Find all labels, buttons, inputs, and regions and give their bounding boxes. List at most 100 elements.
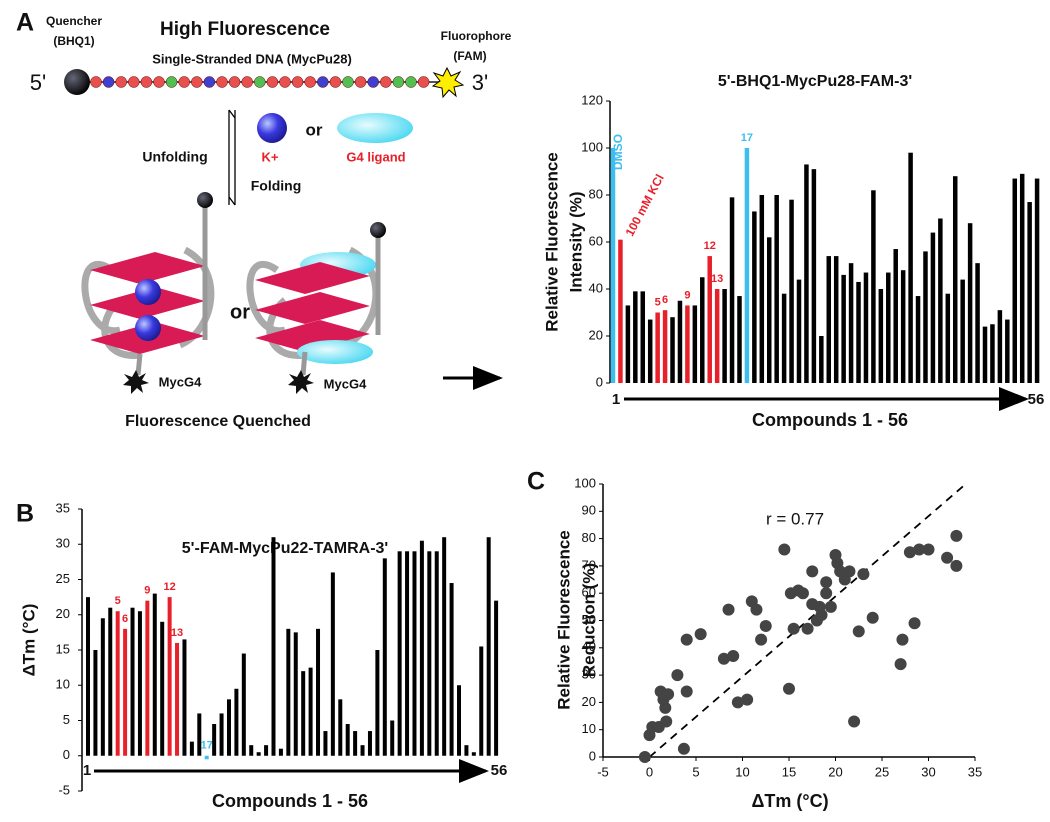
- strand-label: Single-Stranded DNA (MycPu28): [152, 51, 352, 66]
- bar: [655, 312, 660, 383]
- bar: [700, 277, 705, 383]
- point: [848, 715, 861, 728]
- x-start-label: 1: [83, 762, 91, 779]
- bar: [833, 256, 839, 383]
- bar: [115, 611, 120, 756]
- bar-label: 6: [122, 613, 128, 625]
- bead: [329, 76, 342, 88]
- bar: [286, 628, 291, 756]
- g4-structure: [81, 192, 215, 394]
- bar-label: 12: [163, 581, 175, 593]
- bead: [342, 76, 354, 88]
- point: [950, 559, 963, 572]
- x-axis-label: ΔTm (°C): [751, 791, 828, 811]
- y-tick-label: 30: [582, 667, 596, 682]
- bead: [405, 76, 417, 88]
- bead: [90, 76, 102, 88]
- bar: [796, 279, 802, 383]
- bar-label: 12: [704, 240, 716, 252]
- y-tick-label: 10: [582, 721, 596, 736]
- cation-label: K+: [262, 149, 279, 164]
- y-tick-label: 50: [582, 612, 596, 627]
- y-tick-label: 120: [581, 92, 603, 107]
- panel-label: B: [16, 500, 34, 528]
- bar-label: DMSO: [611, 134, 625, 170]
- point: [908, 617, 921, 630]
- y-tick-label: 5: [63, 712, 70, 727]
- bar: [249, 745, 254, 756]
- bar: [871, 190, 876, 383]
- bar: [323, 731, 328, 756]
- bar: [1012, 178, 1018, 383]
- fluorophore: [123, 370, 149, 394]
- point: [750, 603, 763, 616]
- bar: [722, 289, 727, 383]
- point: [857, 568, 870, 581]
- bar-label: 9: [684, 289, 690, 301]
- point: [727, 649, 740, 662]
- bar-label: 6: [662, 294, 668, 306]
- y-tick-label: 80: [582, 530, 596, 545]
- y-tick-label: 60: [582, 585, 596, 600]
- bar: [685, 305, 690, 383]
- bead: [102, 76, 115, 88]
- bar: [152, 593, 157, 756]
- bar: [219, 713, 224, 756]
- bead: [417, 76, 430, 88]
- bead: [191, 76, 203, 88]
- bar-label: 9: [144, 585, 150, 597]
- bar: [189, 741, 194, 756]
- bar: [915, 296, 921, 383]
- bar: [908, 152, 913, 383]
- bar: [752, 211, 757, 383]
- point: [677, 742, 690, 755]
- y-tick-label: 20: [589, 327, 603, 342]
- fluorophore: [431, 66, 465, 99]
- y-axis-label: Relative Fluorescence: [554, 530, 573, 710]
- x-tick-label: 20: [828, 764, 842, 779]
- quencher-label: Quencher: [46, 14, 102, 28]
- y-tick-label: 15: [56, 641, 70, 656]
- g-quartet: [90, 252, 205, 284]
- bar-label: 100 mM KCl: [623, 172, 667, 239]
- chart-title: 5'-FAM-MycPu22-TAMRA-3': [182, 540, 388, 557]
- bar: [204, 755, 209, 760]
- bar: [234, 688, 239, 756]
- bar: [145, 600, 150, 756]
- point: [659, 701, 672, 714]
- bar: [108, 607, 113, 756]
- bar: [625, 305, 631, 383]
- g-quartet: [255, 292, 370, 324]
- bar: [271, 537, 276, 756]
- bar: [893, 249, 898, 383]
- point: [638, 751, 651, 763]
- y-axis-label: Reduction (%): [579, 563, 598, 677]
- bar: [241, 653, 246, 756]
- bar: [442, 537, 447, 756]
- quencher: [197, 192, 213, 208]
- x-end-label: 56: [491, 762, 508, 779]
- y-tick-label: 80: [589, 186, 603, 201]
- unfolding-label: Unfolding: [142, 149, 207, 165]
- point: [922, 543, 935, 556]
- bar: [137, 611, 142, 756]
- bar: [662, 310, 668, 383]
- annotation: r = 0.77: [766, 509, 824, 528]
- bar: [449, 583, 454, 756]
- bead: [266, 76, 279, 88]
- fold-arrow-head: [228, 196, 236, 206]
- bar: [960, 279, 965, 383]
- bar: [160, 621, 165, 756]
- y-axis-label: Intensity (%): [566, 191, 585, 292]
- y-tick-label: 40: [589, 280, 603, 295]
- bar: [382, 558, 387, 756]
- bead: [178, 76, 190, 88]
- bar: [494, 600, 499, 756]
- bar: [841, 274, 846, 383]
- bar: [714, 289, 720, 383]
- bar: [945, 293, 951, 383]
- bar: [856, 281, 861, 383]
- bar: [618, 239, 623, 383]
- g-quartet: [255, 320, 370, 352]
- point: [778, 543, 791, 556]
